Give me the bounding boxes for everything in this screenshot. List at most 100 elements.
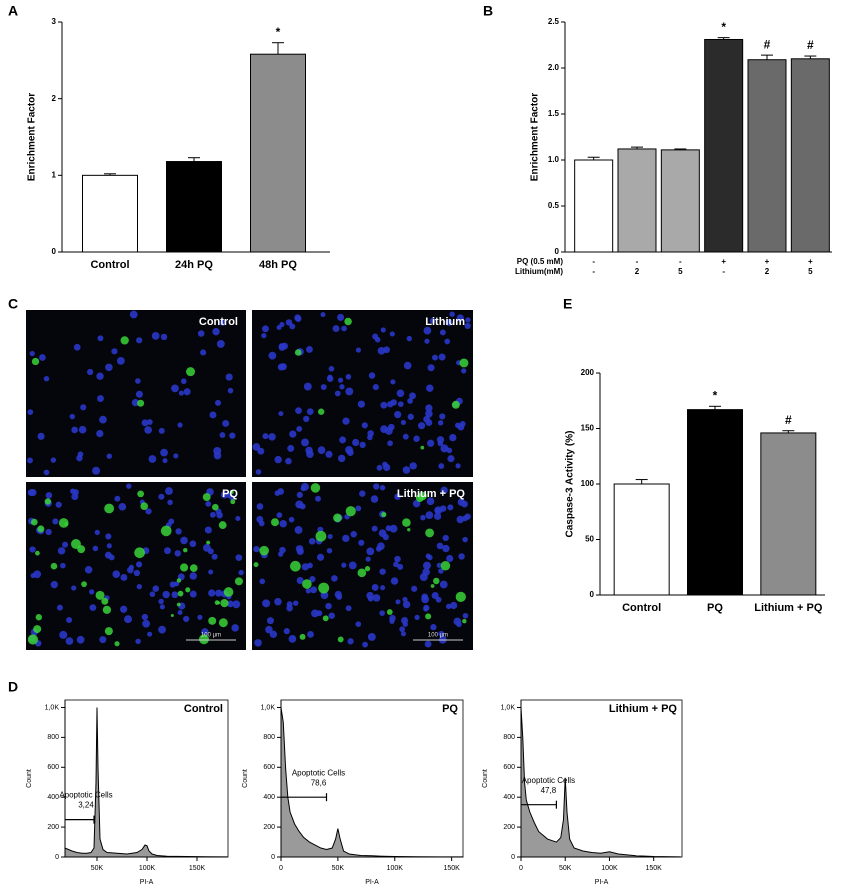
nucleus	[108, 554, 115, 561]
condition-value: -	[679, 257, 682, 266]
condition-value: -	[722, 267, 725, 276]
x-tick-label: 150K	[646, 865, 663, 872]
condition-value: +	[808, 257, 813, 266]
nucleus	[235, 515, 241, 521]
nucleus	[449, 433, 457, 442]
nucleus	[97, 395, 104, 402]
y-tick-label: 200	[47, 824, 59, 831]
nucleus	[387, 401, 394, 408]
tunel-stain	[218, 521, 227, 529]
nucleus	[52, 518, 59, 525]
y-tick-label: 1.5	[548, 109, 560, 118]
nucleus	[278, 411, 284, 417]
nucleus	[380, 401, 388, 409]
nucleus	[361, 422, 368, 429]
nucleus	[395, 599, 401, 605]
nucleus	[261, 332, 267, 339]
nucleus	[400, 631, 407, 637]
nucleus	[345, 374, 352, 380]
nucleus	[211, 553, 218, 560]
significance-marker: *	[276, 25, 281, 39]
nucleus	[29, 546, 36, 553]
nucleus	[296, 426, 303, 432]
tunel-stain	[104, 503, 115, 514]
nucleus	[118, 503, 127, 511]
nucleus	[258, 520, 265, 527]
tunel-stain	[37, 525, 45, 533]
nucleus	[426, 439, 435, 447]
nucleus	[120, 605, 128, 613]
nucleus	[311, 609, 319, 618]
nucleus	[277, 488, 285, 495]
y-tick-label: 100	[581, 479, 595, 488]
nucleus	[345, 387, 354, 396]
tunel-stain	[101, 597, 109, 605]
nucleus	[158, 493, 165, 500]
tunel-stain	[176, 602, 181, 607]
nucleus	[295, 407, 302, 414]
nucleus	[39, 354, 46, 361]
plot-title: Lithium + PQ	[609, 703, 678, 715]
nucleus	[96, 372, 104, 380]
tunel-stain	[180, 563, 189, 572]
nucleus	[268, 351, 277, 360]
nucleus	[265, 625, 273, 634]
nucleus	[309, 576, 316, 583]
nucleus	[301, 438, 309, 447]
nucleus	[417, 422, 426, 430]
nucleus	[60, 562, 66, 569]
nucleus	[189, 572, 197, 580]
nucleus	[227, 387, 234, 394]
nucleus	[294, 314, 302, 322]
nucleus	[209, 411, 217, 419]
tunel-stain	[357, 568, 367, 578]
tunel-stain	[212, 503, 219, 511]
nucleus	[73, 343, 81, 351]
nucleus	[403, 361, 412, 370]
nucleus	[372, 594, 381, 602]
x-tick-label: 100K	[601, 865, 618, 872]
nucleus	[464, 322, 471, 330]
tunel-stain	[104, 627, 113, 636]
y-axis-label: Caspase-3 Activity (%)	[565, 431, 576, 538]
nucleus	[462, 536, 468, 543]
nucleus	[289, 430, 297, 438]
nucleus	[215, 399, 222, 406]
nucleus	[379, 568, 386, 575]
nucleus	[334, 390, 341, 397]
nucleus	[394, 493, 401, 500]
nucleus	[200, 349, 207, 356]
tunel-stain	[299, 633, 306, 640]
nucleus	[345, 605, 352, 612]
histogram-area	[280, 707, 464, 858]
nucleus	[409, 392, 416, 400]
tunel-stain	[134, 547, 145, 559]
y-tick-label: 800	[47, 734, 59, 741]
tunel-stain	[364, 566, 371, 572]
nucleus	[434, 512, 442, 520]
x-tick-label: 150K	[443, 865, 460, 872]
nucleus	[296, 547, 304, 556]
tunel-stain	[381, 511, 387, 518]
nucleus	[385, 525, 392, 532]
y-tick-label: 0	[52, 247, 57, 256]
nucleus	[421, 595, 430, 604]
condition-value: -	[636, 257, 639, 266]
nucleus	[72, 489, 79, 496]
nucleus	[126, 483, 132, 489]
nucleus	[162, 458, 168, 464]
condition-name: Lithium(mM)	[515, 267, 563, 276]
nucleus	[173, 453, 179, 459]
y-tick-label: 0	[55, 854, 59, 861]
bar	[250, 53, 306, 253]
nucleus	[444, 338, 451, 345]
nucleus	[159, 604, 165, 610]
nucleus	[89, 589, 95, 595]
tunel-stain	[407, 528, 411, 532]
nucleus	[180, 378, 187, 385]
nucleus	[229, 432, 236, 439]
tunel-stain	[137, 399, 145, 407]
nucleus	[45, 492, 53, 499]
y-tick-label: 400	[47, 794, 59, 801]
nucleus	[294, 526, 303, 534]
